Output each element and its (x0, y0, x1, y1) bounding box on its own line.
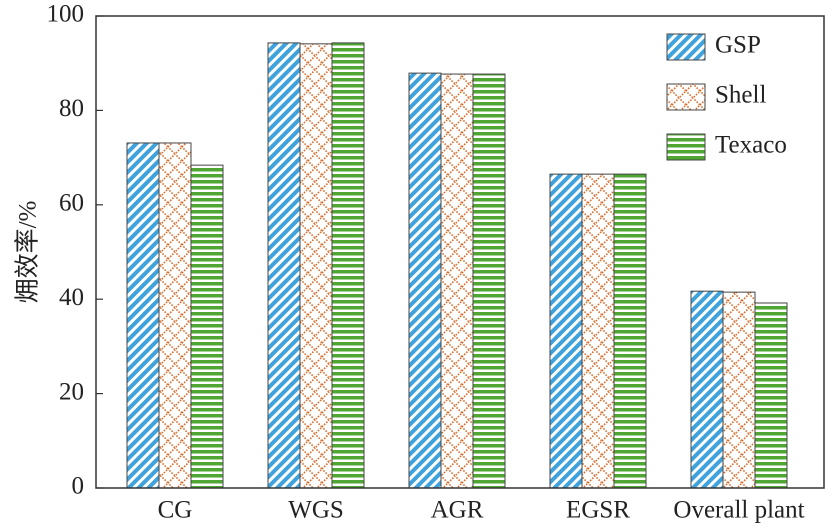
y-tick-label: 40 (59, 284, 84, 311)
bar (472, 73, 506, 489)
x-tick-label: EGSR (566, 497, 630, 524)
bar (126, 142, 160, 489)
y-tick-label: 100 (47, 1, 85, 28)
bar (190, 164, 224, 489)
legend-swatch (666, 83, 706, 111)
bar (690, 290, 724, 489)
legend-label: GSP (715, 32, 761, 59)
bar (613, 173, 647, 489)
bar (722, 291, 756, 489)
bar (408, 72, 442, 489)
legend-label: Texaco (715, 132, 787, 159)
bar (158, 142, 192, 489)
x-tick-label: AGR (431, 497, 484, 524)
x-tick-label: WGS (288, 497, 344, 524)
bar (299, 43, 333, 489)
legend-swatch (666, 33, 706, 61)
x-tick-label: Overall plant (673, 497, 804, 524)
y-axis-label: 㶲效率/% (14, 201, 42, 304)
y-tick-label: 20 (59, 378, 84, 405)
y-tick-label: 80 (59, 95, 84, 122)
bar (754, 302, 788, 489)
y-tick-label: 60 (59, 190, 84, 217)
legend-swatch (666, 133, 706, 161)
bar (267, 42, 301, 489)
x-tick-label: CG (158, 497, 193, 524)
bar (581, 173, 615, 489)
bar (331, 42, 365, 489)
plot-frame (95, 15, 825, 489)
bar (549, 173, 583, 489)
y-tick-label: 0 (72, 473, 85, 500)
legend-label: Shell (715, 82, 766, 109)
bar (440, 73, 474, 489)
